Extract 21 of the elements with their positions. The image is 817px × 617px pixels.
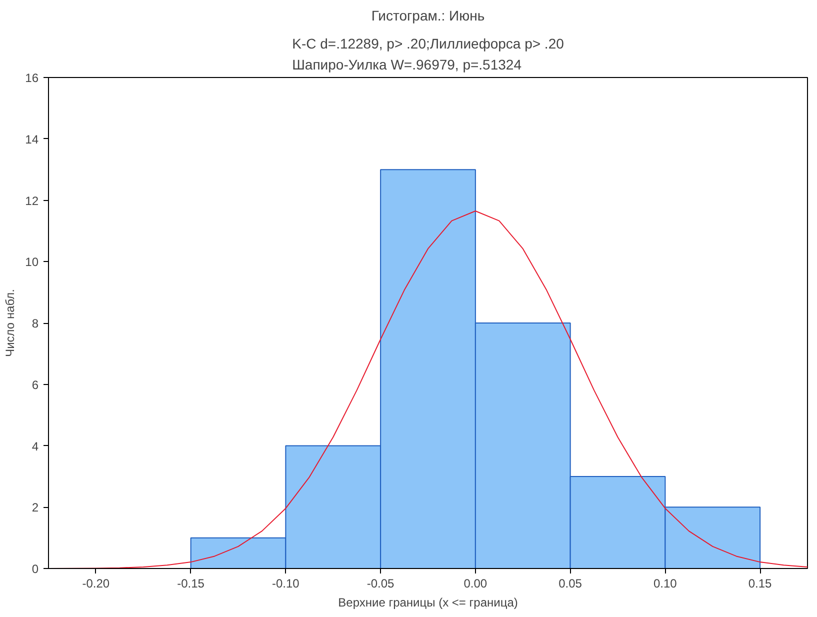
x-tick-label: -0.20 xyxy=(82,576,110,590)
x-tick-label: 0.15 xyxy=(748,576,772,590)
x-tick-label: -0.05 xyxy=(366,576,395,590)
chart-title: Гистограм.: Июнь xyxy=(371,8,485,24)
y-tick-label: 12 xyxy=(25,194,39,208)
y-axis-title: Число набл. xyxy=(3,289,18,357)
x-tick-label: -0.10 xyxy=(272,576,300,590)
y-tick-label: 6 xyxy=(32,378,39,392)
y-tick-label: 0 xyxy=(32,562,39,576)
x-tick-label: 0.00 xyxy=(464,576,488,590)
y-tick-label: 8 xyxy=(32,316,39,330)
chart-subtitle: K-C d=.12289, p> .20;Лиллиефорса p> .20 Шапиро-Уилка W=.96979, p=.51324 xyxy=(292,36,564,72)
x-tick-label: 0.10 xyxy=(654,576,678,590)
y-tick-label: 14 xyxy=(25,132,39,146)
x-tick-label: 0.05 xyxy=(558,576,582,590)
y-tick-label: 4 xyxy=(32,439,39,454)
x-axis-title: Верхние границы (x <= граница) xyxy=(338,596,518,610)
y-tick-label: 10 xyxy=(25,255,39,270)
x-tick-label: -0.15 xyxy=(177,576,205,590)
y-tick-label: 16 xyxy=(25,71,39,85)
y-tick-label: 2 xyxy=(32,500,39,515)
